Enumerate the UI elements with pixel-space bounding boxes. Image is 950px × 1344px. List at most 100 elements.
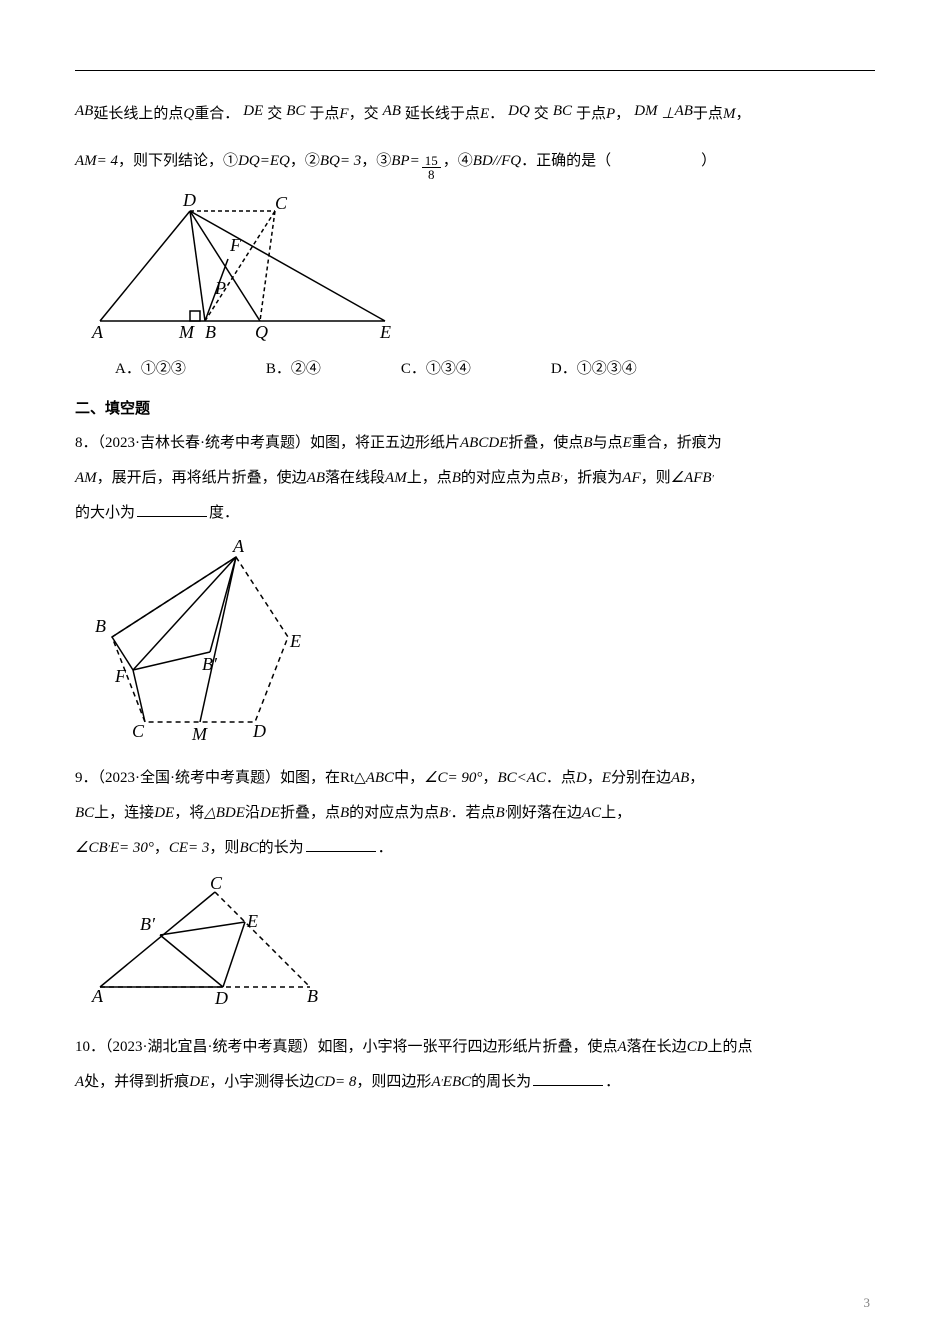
var: AF bbox=[622, 465, 640, 492]
var: B bbox=[583, 430, 592, 457]
var: BDE bbox=[216, 800, 245, 827]
angle: ∠ bbox=[75, 835, 88, 862]
text: 于点 bbox=[693, 101, 723, 128]
problem9-line1: 9．（2023·全国·统考中考真题）如图，在 Rt△ ABC 中， ∠ C = … bbox=[75, 765, 875, 792]
var: AB bbox=[675, 98, 693, 125]
text: ，② bbox=[290, 148, 320, 175]
var: M bbox=[723, 101, 736, 128]
text: ， bbox=[689, 765, 704, 792]
var: CE bbox=[169, 835, 188, 862]
var: CD bbox=[314, 1069, 335, 1096]
var: BC bbox=[239, 835, 258, 862]
eq: = bbox=[410, 148, 420, 175]
problem8-line1: 8．（2023·吉林长春·统考中考真题）如图，将正五边形纸片 ABCDE 折叠，… bbox=[75, 430, 875, 457]
svg-text:E: E bbox=[246, 911, 258, 931]
var: DM bbox=[634, 98, 657, 125]
problem7-options: A．①②③ B．②④ C．①③④ D．①②③④ bbox=[115, 356, 875, 383]
var: DQ bbox=[238, 148, 260, 175]
var: CB bbox=[88, 835, 107, 862]
prime: ′ bbox=[712, 471, 714, 489]
var: BC bbox=[286, 98, 305, 125]
text: 折叠，点 bbox=[280, 800, 340, 827]
option-d: D．①②③④ bbox=[551, 356, 637, 383]
var: E bbox=[623, 430, 632, 457]
option-b: B．②④ bbox=[266, 356, 321, 383]
text: ，折痕为 bbox=[562, 465, 622, 492]
var: B bbox=[496, 800, 505, 827]
blank bbox=[533, 1071, 603, 1086]
problem9-line3: ∠ CB′ E = 30° ， CE = 3 ，则 BC 的长为 ． bbox=[75, 835, 875, 862]
var: AM bbox=[75, 148, 97, 175]
text: 交 bbox=[267, 101, 282, 128]
var: A bbox=[75, 1069, 84, 1096]
tri: △ bbox=[204, 800, 216, 827]
perp: ⊥ bbox=[662, 101, 675, 128]
text: ，则 bbox=[209, 835, 239, 862]
parallel: // bbox=[493, 148, 501, 175]
var: FQ bbox=[501, 148, 521, 175]
text: ，则 bbox=[641, 465, 671, 492]
eq: = 4 bbox=[97, 148, 118, 175]
var: BP bbox=[391, 148, 409, 175]
figure-8: A B E B′ F C M D bbox=[75, 537, 305, 747]
var: AB bbox=[671, 765, 689, 792]
var: BC bbox=[497, 765, 516, 792]
text: ，③ bbox=[361, 148, 391, 175]
text: 落在线段 bbox=[325, 465, 385, 492]
text: 刚好落在边 bbox=[507, 800, 582, 827]
text: 与点 bbox=[593, 430, 623, 457]
text: ，则下列结论，① bbox=[118, 148, 238, 175]
blank bbox=[306, 837, 376, 852]
section-2-title: 二、填空题 bbox=[75, 395, 875, 422]
text: ，展开后，再将纸片折叠，使边 bbox=[97, 465, 307, 492]
var: A bbox=[431, 1069, 440, 1096]
text: 处，并得到折痕 bbox=[84, 1069, 189, 1096]
var: AM bbox=[75, 465, 97, 492]
text: ． bbox=[378, 835, 393, 862]
text: 上， bbox=[601, 800, 631, 827]
text: 交 bbox=[534, 101, 549, 128]
var: B bbox=[340, 800, 349, 827]
svg-text:Q: Q bbox=[255, 322, 268, 341]
var: AB bbox=[307, 465, 325, 492]
blank bbox=[137, 502, 207, 517]
text: 中， bbox=[394, 765, 424, 792]
var: EBC bbox=[443, 1069, 471, 1096]
eq: = 90° bbox=[448, 765, 483, 792]
svg-text:B: B bbox=[205, 322, 216, 341]
var: C bbox=[438, 765, 448, 792]
text: ． bbox=[489, 101, 504, 128]
problem10-line2: A 处，并得到折痕 DE ，小宇测得长边 CD = 8 ，则四边形 A′ EBC… bbox=[75, 1069, 875, 1096]
problem7-line2: AM = 4 ，则下列结论，① DQ = EQ ，② BQ = 3 ，③ BP … bbox=[75, 148, 875, 181]
figure-7: D C F P A M B Q E bbox=[75, 191, 405, 341]
problem7-line1: AB 延长线上的点 Q 重合． DE 交 BC 于点 F ，交 AB 延长线于点… bbox=[75, 101, 875, 128]
text: ，小宇测得长边 bbox=[209, 1069, 314, 1096]
eq: = 30° bbox=[119, 835, 154, 862]
eq: = bbox=[260, 148, 270, 175]
svg-text:M: M bbox=[191, 724, 208, 744]
text: 10．（2023·湖北宜昌·统考中考真题）如图，小宇将一张平行四边形纸片折叠，使… bbox=[75, 1034, 618, 1061]
var: B bbox=[452, 465, 461, 492]
var: EQ bbox=[270, 148, 290, 175]
var: A bbox=[618, 1034, 627, 1061]
problem8-line3: 的大小为 度． bbox=[75, 500, 875, 527]
text: 9．（2023·全国·统考中考真题）如图，在 bbox=[75, 765, 340, 792]
svg-text:D: D bbox=[214, 988, 228, 1008]
text: 的长为 bbox=[259, 835, 304, 862]
svg-text:F: F bbox=[114, 666, 127, 686]
var: DE bbox=[243, 98, 263, 125]
text: ．正确的是（ bbox=[521, 148, 611, 175]
text: 于点 bbox=[309, 101, 339, 128]
var: BD bbox=[473, 148, 493, 175]
text: 于点 bbox=[576, 101, 606, 128]
svg-text:E: E bbox=[289, 631, 301, 651]
var: DE bbox=[260, 800, 280, 827]
text: 上的点 bbox=[708, 1034, 753, 1061]
text: ，则四边形 bbox=[356, 1069, 431, 1096]
svg-text:A: A bbox=[91, 986, 104, 1006]
var: DE bbox=[154, 800, 174, 827]
var: E bbox=[602, 765, 611, 792]
var: AFB bbox=[684, 465, 712, 492]
var: DE bbox=[189, 1069, 209, 1096]
text: 沿 bbox=[245, 800, 260, 827]
